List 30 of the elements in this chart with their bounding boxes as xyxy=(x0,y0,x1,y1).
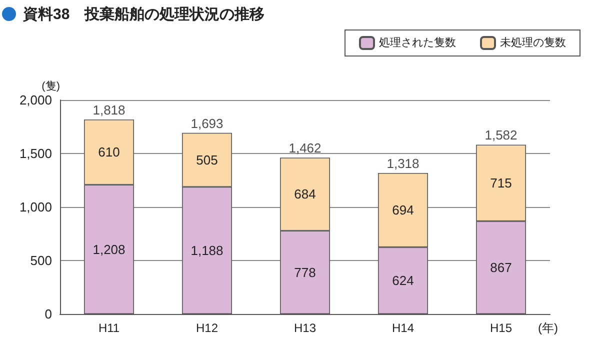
data-label: 610 xyxy=(98,144,120,160)
data-label: 684 xyxy=(294,186,316,202)
y-tick-label: 1,500 xyxy=(19,146,52,161)
y-tick-label: 2,000 xyxy=(19,92,52,108)
total-label: 1,818 xyxy=(92,102,126,118)
total-label: 1,582 xyxy=(484,128,518,143)
legend-label: 未処理の隻数 xyxy=(500,36,566,49)
x-tick-label: H12 xyxy=(196,321,218,335)
y-tick-label: 1,000 xyxy=(19,200,52,214)
data-label: 715 xyxy=(490,175,512,190)
data-label: 1,208 xyxy=(92,242,126,257)
x-tick-label: H13 xyxy=(294,321,316,335)
y-tick-label: 0 xyxy=(44,306,52,322)
data-label: 1,188 xyxy=(190,242,224,258)
data-label: 624 xyxy=(392,273,414,288)
data-label: 867 xyxy=(490,260,512,276)
y-axis-title: (隻) xyxy=(42,80,60,92)
data-label: 694 xyxy=(392,202,414,218)
x-tick-label: H14 xyxy=(392,321,414,335)
total-label: 1,462 xyxy=(288,140,322,156)
x-axis-title: (年) xyxy=(538,321,558,335)
legend-label: 処理された隻数 xyxy=(379,36,456,49)
data-label: 505 xyxy=(196,152,218,168)
chart-title: 資料38 投棄船舶の処理状況の推移 xyxy=(22,5,265,23)
total-label: 1,693 xyxy=(190,116,224,131)
y-tick-label: 500 xyxy=(30,253,52,268)
x-tick-label: H15 xyxy=(490,321,512,335)
data-label: 778 xyxy=(294,264,316,280)
x-tick-label: H11 xyxy=(98,321,120,335)
total-label: 1,318 xyxy=(386,156,420,171)
